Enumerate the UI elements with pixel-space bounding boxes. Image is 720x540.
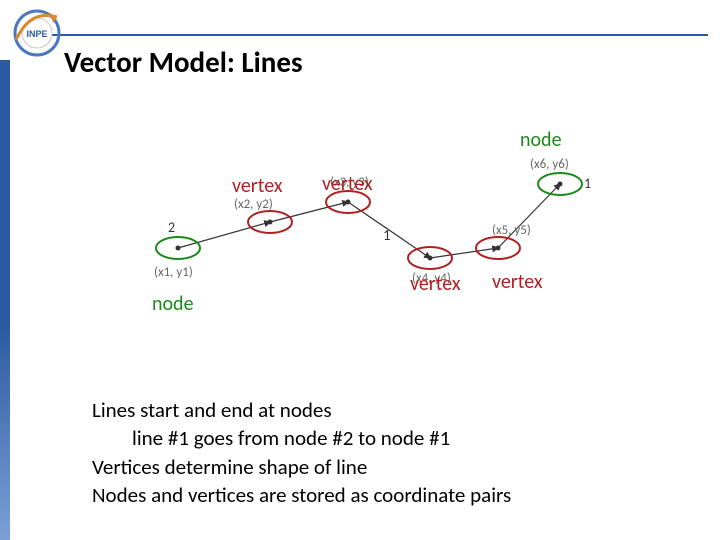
coord-label: (x6, y6) <box>530 157 569 172</box>
vertex-label-2: vertex <box>322 172 373 196</box>
vertex-point <box>268 220 273 225</box>
line-segment <box>178 222 270 248</box>
node-point <box>176 246 181 251</box>
coord-label: (x5, y5) <box>492 223 531 238</box>
line-id-label: 1 <box>383 227 391 245</box>
side-accent-bar <box>0 60 10 540</box>
header-line <box>42 34 708 36</box>
node-number: 1 <box>584 175 591 192</box>
node-label-top: node <box>520 128 562 152</box>
logo-text: INPE <box>26 29 47 39</box>
vector-line-diagram: 1(x1, y1)2(x2, y2)(x3, y3)(x4, y4)(x5, y… <box>120 120 640 340</box>
vertex-label-4: vertex <box>492 270 543 294</box>
slide: INPE Vector Model: Lines 1 (x1, y1) 2 (x2, … <box>0 0 720 540</box>
vertex-label-1: vertex <box>232 174 283 198</box>
inpe-logo-icon: INPE <box>10 6 64 60</box>
node-point <box>558 182 563 187</box>
body-line-1: Lines start and end at nodes <box>92 397 332 423</box>
node-number: 2 <box>168 219 175 236</box>
body-line-2: line #1 goes from node #2 to node #1 <box>92 424 511 452</box>
coord-label: (x2, y2) <box>234 197 273 212</box>
node-label-bottom: node <box>152 292 194 316</box>
vertex-point <box>346 200 351 205</box>
coord-label: (x1, y1) <box>154 265 193 280</box>
slide-title: Vector Model: Lines <box>64 44 303 80</box>
body-text: Lines start and end at nodes line #1 goe… <box>92 396 511 509</box>
body-line-4: Nodes and vertices are stored as coordin… <box>92 482 511 508</box>
diagram-svg: 1(x1, y1)2(x2, y2)(x3, y3)(x4, y4)(x5, y… <box>120 120 640 340</box>
body-line-3: Vertices determine shape of line <box>92 454 367 480</box>
vertex-point <box>428 256 433 261</box>
vertex-label-3: vertex <box>410 272 461 296</box>
vertex-point <box>496 246 501 251</box>
line-segment <box>430 248 498 258</box>
